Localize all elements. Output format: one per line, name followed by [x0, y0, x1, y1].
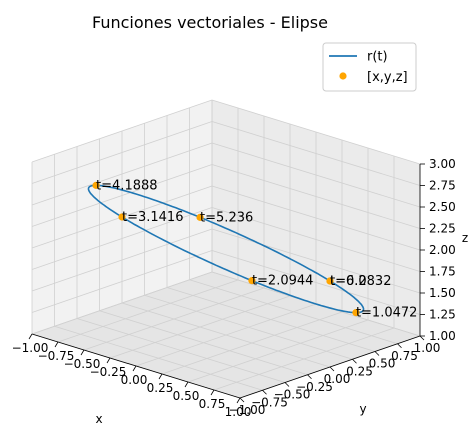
y-axis-label: y: [359, 402, 366, 416]
point-annotation: t=2.0944: [252, 274, 313, 289]
y-tick-mark: [262, 389, 267, 395]
y-tick-mark: [374, 351, 380, 356]
grid-floor-y: [121, 302, 331, 368]
x-axis-label: x: [95, 412, 102, 426]
y-tick-label: 0.50: [369, 357, 396, 371]
x-tick-label: 0.50: [173, 389, 200, 403]
grid-xback-z: [31, 142, 213, 206]
x-tick-mark: [210, 389, 215, 396]
data-point: [352, 309, 360, 317]
point-annotation: t=6.2832: [330, 274, 391, 289]
point-annotation: t=5.236: [200, 210, 253, 225]
y-tick-label: 1.00: [414, 341, 441, 355]
legend-box: [322, 42, 417, 92]
z-tick-label: 1.75: [429, 265, 456, 279]
z-tick-label: 1.50: [429, 286, 456, 300]
x-tick-label: 1.00: [225, 405, 252, 419]
y-tick-mark: [419, 335, 425, 341]
grid-yback-z: [211, 185, 421, 251]
z-tick-label: 2.50: [429, 200, 456, 214]
y-tick-mark: [329, 366, 335, 372]
data-point: [196, 213, 204, 221]
y-tick-mark: [352, 358, 357, 364]
x-tick-label: −1.00: [12, 341, 49, 355]
legend: r(t) [x,y,z]: [322, 42, 417, 92]
x-tick-mark: [106, 357, 111, 364]
x-tick-label: 0.75: [199, 397, 226, 411]
x-tick-mark: [184, 381, 189, 388]
grid-xback-z: [31, 121, 213, 184]
x-tick-mark: [158, 373, 163, 380]
grid-yback-z: [211, 142, 421, 208]
data-point: [248, 277, 256, 285]
z-tick-label: 2.00: [429, 243, 456, 257]
point-annotation: t=1.0472: [356, 306, 417, 321]
point-annotation: t=0.0: [330, 274, 367, 289]
z-tick-label: 1.00: [429, 329, 456, 343]
y-tick-mark: [397, 343, 402, 349]
y-tick-mark: [284, 382, 290, 387]
legend-point-swatch: [339, 72, 347, 80]
grid-yback-z: [211, 99, 421, 165]
x-tick-mark: [80, 349, 85, 356]
y-tick-mark: [307, 374, 312, 380]
y-tick-label: 0.25: [346, 364, 373, 378]
grid-floor-y: [166, 287, 376, 352]
grid-yback-z: [211, 164, 421, 229]
z-axis-label: z: [462, 231, 468, 245]
x-tick-mark: [236, 397, 241, 404]
axes-panes: [32, 100, 420, 398]
z-tick-label: 3.00: [429, 157, 456, 171]
y-tick-label: −0.25: [296, 380, 333, 394]
y-tick-label: −0.75: [251, 395, 288, 409]
series-layer: t=0.0 t=1.0472 t=2.0944 t=3.1416 t=4.1888 t=5…: [87, 178, 417, 321]
x-tick-label: −0.50: [64, 357, 101, 371]
x-tick-mark: [54, 341, 59, 348]
data-point: [92, 181, 100, 189]
chart-title: Funciones vectoriales - Elipse: [92, 13, 328, 32]
point-annotation: t=3.1416: [122, 210, 183, 225]
z-tick-label: 2.25: [429, 222, 456, 236]
legend-label-points: [x,y,z]: [367, 70, 408, 85]
x-tick-label: 0.25: [147, 381, 174, 395]
point-annotation: t=4.1888: [96, 178, 157, 193]
y-tick-label: −0.50: [274, 388, 311, 402]
grid-floor-y: [189, 279, 398, 345]
z-tick-label: 1.25: [429, 308, 456, 322]
grid-xback-z: [31, 164, 213, 227]
z-tick-label: 2.75: [429, 179, 456, 193]
y-tick-mark: [239, 397, 245, 403]
y-tick-label: −1.00: [229, 403, 266, 417]
x-tick-mark: [28, 333, 33, 340]
grid-xback-z: [31, 99, 213, 163]
grid-yback-z: [211, 121, 421, 186]
x-tick-label: −0.75: [38, 349, 75, 363]
y-tick-label: 0.75: [391, 349, 418, 363]
data-point: [118, 213, 126, 221]
x-tick-label: −0.25: [90, 365, 127, 379]
x-tick-label: 0.00: [121, 373, 148, 387]
x-tick-mark: [132, 365, 137, 372]
y-tick-label: 0.00: [324, 372, 351, 386]
grid-floor-x: [213, 327, 395, 391]
grid-floor-y: [144, 294, 353, 360]
grid-lines: [31, 99, 421, 399]
legend-label-curve: r(t): [367, 50, 388, 65]
tick-labels: −1.00−0.75−0.50−0.250.000.250.500.751.00…: [12, 157, 456, 419]
grid-floor-x: [161, 311, 343, 375]
data-point: [326, 277, 334, 285]
grid-floor-x: [187, 319, 369, 383]
